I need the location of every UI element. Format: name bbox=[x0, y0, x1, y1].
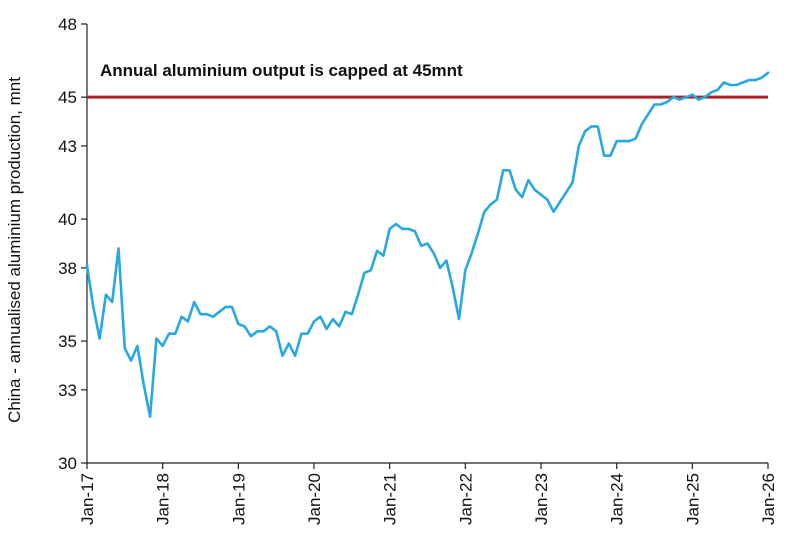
y-tick-label: 35 bbox=[58, 332, 77, 351]
x-tick-label: Jan-21 bbox=[381, 473, 400, 525]
x-tick-label: Jan-26 bbox=[759, 473, 778, 525]
x-tick-label: Jan-22 bbox=[456, 473, 475, 525]
x-tick-label: Jan-25 bbox=[683, 473, 702, 525]
x-tick-label: Jan-23 bbox=[532, 473, 551, 525]
y-tick-label: 40 bbox=[58, 210, 77, 229]
y-tick-label: 45 bbox=[58, 88, 77, 107]
y-axis-title: China - annualised aluminium production,… bbox=[5, 77, 24, 423]
y-tick-label: 48 bbox=[58, 15, 77, 34]
y-tick-label: 38 bbox=[58, 259, 77, 278]
production-series-line bbox=[85, 71, 770, 418]
x-tick-label: Jan-20 bbox=[305, 473, 324, 525]
y-tick-label: 33 bbox=[58, 381, 77, 400]
output-cap-annotation: Annual aluminium output is capped at 45m… bbox=[100, 61, 463, 80]
x-tick-label: Jan-17 bbox=[78, 473, 97, 525]
y-tick-label: 43 bbox=[58, 137, 77, 156]
x-tick-label: Jan-19 bbox=[229, 473, 248, 525]
y-tick-label: 30 bbox=[58, 454, 77, 473]
y-axis-ticks: 30 33 35 38 40 43 45 48 bbox=[58, 15, 87, 473]
x-tick-label: Jan-18 bbox=[154, 473, 173, 525]
x-axis-ticks: Jan-17 Jan-18 Jan-19 Jan-20 Jan-21 Jan-22 Jan-… bbox=[78, 463, 778, 525]
x-tick-label: Jan-24 bbox=[608, 473, 627, 525]
